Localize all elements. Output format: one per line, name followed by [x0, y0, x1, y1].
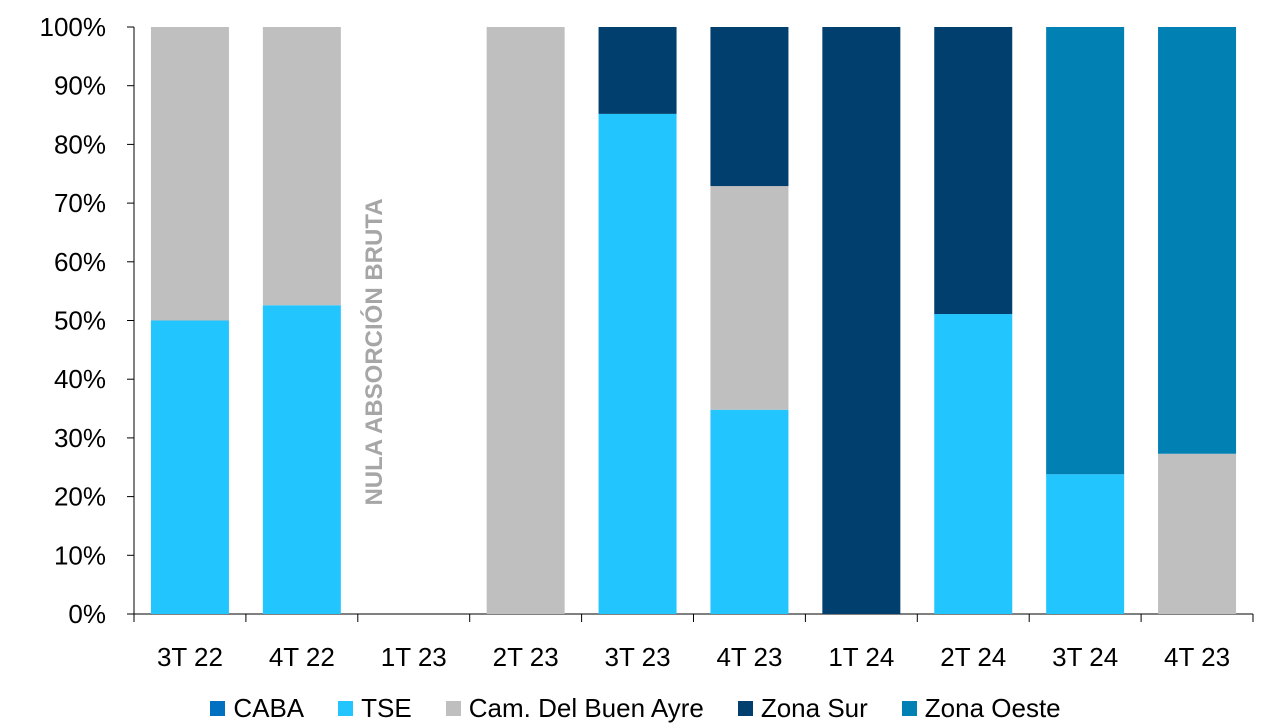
x-axis: 3T 22 4T 22 1T 23 2T 23 3T 23 4T 23 1T 24 2T 24… — [133, 613, 1254, 672]
x-tick-label: 4T 23 — [1164, 642, 1230, 672]
legend-label: TSE — [361, 692, 412, 723]
bar-segment — [1158, 27, 1237, 454]
x-tick-label: 3T 23 — [605, 642, 671, 672]
stacked-bar-chart: 0% 10% 20% 30% 40% 50% 60% 70% 80% 90% 100% 3T 22 4… — [40, 12, 1254, 672]
bar-segment — [262, 305, 341, 614]
y-tick-label: 70% — [54, 188, 106, 218]
bar-segment — [1158, 453, 1237, 614]
legend: CABA TSE Cam. Del Buen Ayre Zona Sur Zona Oe… — [0, 690, 1271, 726]
x-tick-label: 1T 23 — [381, 642, 447, 672]
legend-label: Zona Sur — [760, 692, 868, 723]
bar-segment — [1046, 474, 1125, 614]
legend-swatch — [737, 700, 753, 716]
bars — [150, 27, 1237, 614]
bar-segment — [822, 27, 901, 614]
bar-segment — [150, 27, 229, 321]
no-absorption-annotation: NULA ABSORCIÓN BRUTA — [360, 198, 388, 505]
x-tick-label: 3T 24 — [1052, 642, 1118, 672]
bar-segment — [934, 314, 1013, 614]
y-tick-label: 100% — [40, 12, 107, 42]
legend-swatch — [210, 700, 226, 716]
bar-segment — [150, 320, 229, 614]
x-tick-label: 2T 24 — [940, 642, 1006, 672]
y-tick-label: 30% — [54, 423, 106, 453]
legend-swatch — [338, 700, 354, 716]
x-tick-label: 4T 23 — [716, 642, 782, 672]
bar-segment — [710, 409, 789, 614]
legend-item: TSE — [338, 693, 412, 724]
legend-swatch — [445, 700, 461, 716]
y-axis: 0% 10% 20% 30% 40% 50% 60% 70% 80% 90% 100% — [40, 12, 135, 629]
legend-swatch — [901, 700, 917, 716]
bar-segment — [710, 186, 789, 410]
y-tick-label: 50% — [54, 306, 106, 336]
legend-label: Cam. Del Buen Ayre — [468, 692, 704, 723]
legend-item: Zona Oeste — [901, 692, 1061, 724]
legend-item: Zona Sur — [737, 692, 868, 724]
y-tick-label: 80% — [54, 129, 106, 159]
x-tick-label: 2T 23 — [493, 642, 559, 672]
legend-label: Zona Oeste — [924, 692, 1061, 723]
x-tick-label: 1T 24 — [828, 642, 894, 672]
bar-segment — [710, 27, 789, 187]
y-tick-label: 40% — [54, 364, 106, 394]
bar-segment — [486, 27, 565, 614]
legend-label: CABA — [233, 692, 305, 723]
bar-segment — [934, 27, 1013, 315]
y-tick-label: 90% — [54, 71, 106, 101]
legend-item: CABA — [210, 693, 304, 724]
y-tick-label: 20% — [54, 482, 106, 512]
bar-segment — [262, 27, 341, 306]
legend-item: Cam. Del Buen Ayre — [445, 692, 704, 724]
x-tick-label: 4T 22 — [269, 642, 335, 672]
x-tick-label: 3T 22 — [157, 642, 223, 672]
y-tick-label: 60% — [54, 247, 106, 277]
bar-segment — [598, 27, 677, 114]
y-tick-label: 0% — [68, 599, 106, 629]
y-tick-label: 10% — [54, 540, 106, 570]
bar-segment — [1046, 27, 1125, 475]
bar-segment — [598, 113, 677, 614]
